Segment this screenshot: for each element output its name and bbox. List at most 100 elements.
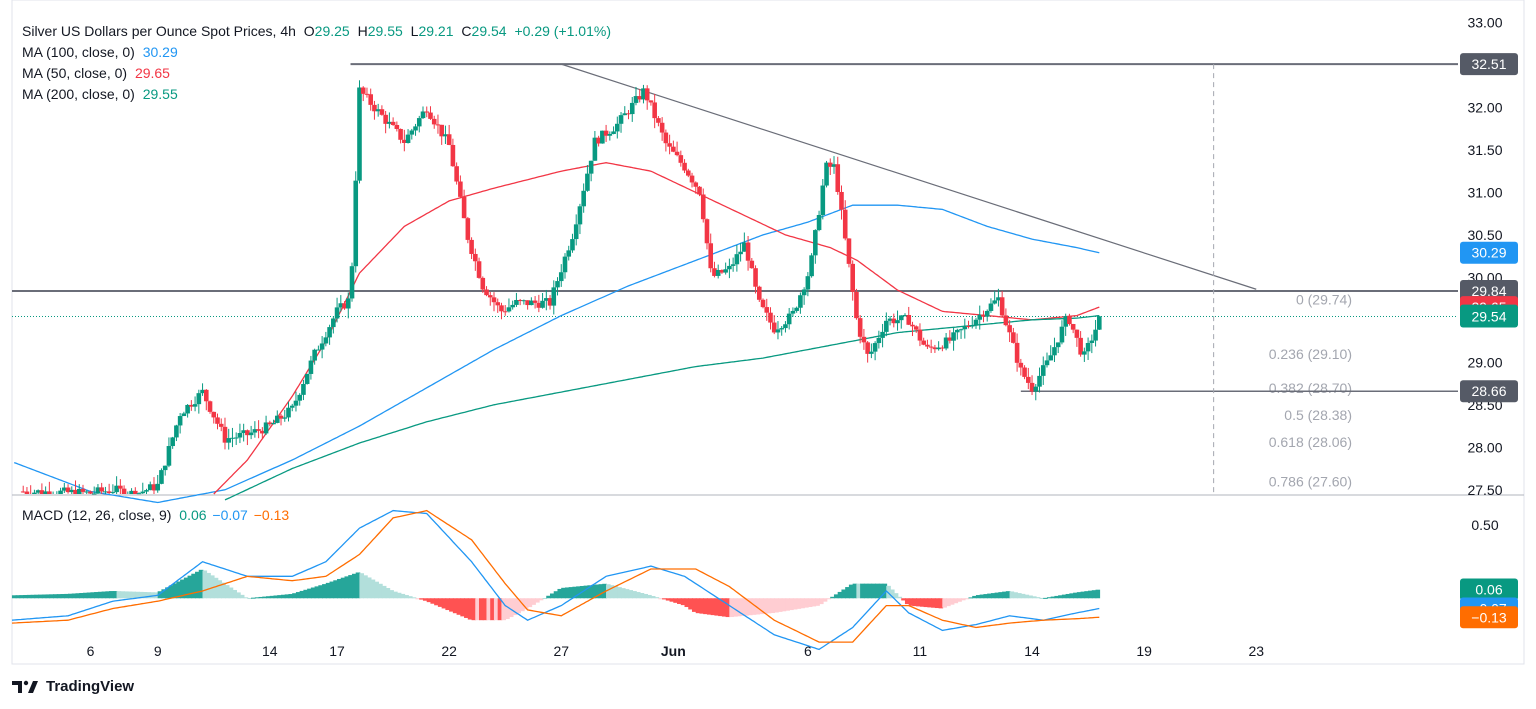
ma100-legend[interactable]: MA (100, close, 0) 30.29 bbox=[22, 43, 182, 61]
candle-body bbox=[839, 191, 844, 210]
tradingview-logo[interactable]: TradingView bbox=[12, 678, 134, 695]
macd-histogram-bar bbox=[437, 598, 443, 607]
macd-histogram-bar bbox=[587, 585, 592, 599]
candle-body bbox=[491, 297, 497, 303]
macd-histogram-bar bbox=[124, 591, 129, 599]
candle-body bbox=[898, 315, 904, 321]
candle-body bbox=[955, 329, 960, 333]
macd-histogram-bar bbox=[142, 592, 148, 599]
candle-body bbox=[129, 490, 134, 494]
candle-body bbox=[293, 400, 299, 406]
macd-histogram-bar bbox=[628, 590, 634, 599]
macd-histogram-bar bbox=[299, 590, 305, 599]
price-label-text: 28.66 bbox=[1471, 383, 1506, 399]
macd-histogram-bar bbox=[370, 579, 376, 599]
macd-histogram-bar bbox=[669, 598, 675, 602]
candle-body bbox=[936, 347, 941, 350]
macd-histogram-bar bbox=[867, 583, 873, 599]
candle-body bbox=[480, 277, 486, 290]
macd-histogram-bar bbox=[904, 598, 910, 605]
candle-body bbox=[316, 349, 321, 351]
candle-body bbox=[106, 491, 112, 494]
macd-histogram-bar bbox=[415, 598, 421, 600]
candle-body bbox=[809, 255, 814, 277]
macd-histogram-bar bbox=[430, 598, 436, 604]
macd-histogram-bar bbox=[381, 585, 387, 599]
macd-histogram-bar bbox=[213, 577, 219, 599]
chart-grid bbox=[11, 0, 1525, 665]
macd-histogram-bar bbox=[893, 593, 899, 599]
time-axis[interactable]: 6 9 14 17 22 27 Jun 6 11 14 19 23 bbox=[87, 643, 1265, 659]
price-axis[interactable]: 33.0032.5032.0031.5031.0030.5030.0029.50… bbox=[1460, 14, 1518, 629]
candle-body bbox=[484, 289, 489, 296]
macd-histogram-bar bbox=[258, 596, 264, 599]
candle-body bbox=[1033, 386, 1039, 392]
candle-body bbox=[727, 265, 732, 270]
macd-value-label-text: 0.06 bbox=[1475, 581, 1502, 597]
horizontal-lines[interactable] bbox=[12, 63, 1458, 494]
candle-body bbox=[47, 491, 52, 494]
candle-body bbox=[413, 126, 418, 131]
price-label[interactable]: 28.66 bbox=[1460, 380, 1518, 403]
candle-body bbox=[144, 490, 149, 492]
macd-histogram-bar bbox=[1024, 594, 1030, 599]
candle-body bbox=[779, 328, 785, 330]
macd-histogram-bar bbox=[815, 598, 820, 606]
candle-body bbox=[607, 133, 613, 136]
price-label-text: 32.51 bbox=[1471, 56, 1506, 72]
macd-histogram-bar bbox=[1088, 590, 1093, 599]
macd-histogram-bar bbox=[553, 591, 559, 599]
macd-histogram-bar bbox=[303, 589, 308, 599]
price-label[interactable]: 32.51 bbox=[1460, 53, 1518, 76]
candle-body bbox=[969, 325, 975, 327]
ma200-legend[interactable]: MA (200, close, 0) 29.55 bbox=[22, 85, 182, 103]
candle-body bbox=[103, 491, 108, 493]
macd-value-label[interactable]: −0.13 bbox=[1460, 606, 1518, 629]
macd-histogram-bar bbox=[538, 598, 544, 601]
price-label[interactable]: 29.54 bbox=[1460, 305, 1518, 328]
time-tick-label: 17 bbox=[329, 643, 345, 659]
macd-histogram-bar bbox=[471, 598, 477, 621]
macd-histogram-bar bbox=[960, 598, 966, 601]
candle-body bbox=[73, 489, 78, 494]
macd-histogram-bar bbox=[1073, 592, 1078, 599]
candle-body bbox=[925, 344, 930, 347]
candle-body bbox=[566, 250, 572, 257]
macd-histogram-bar bbox=[172, 583, 178, 599]
macd-histogram-bar bbox=[195, 571, 200, 599]
candle-body bbox=[869, 351, 874, 354]
candle-body bbox=[581, 190, 586, 207]
macd-histogram-bar bbox=[15, 595, 21, 599]
price-label[interactable]: 30.29 bbox=[1460, 241, 1518, 264]
candle-body bbox=[506, 307, 512, 312]
candle-body bbox=[771, 322, 777, 333]
chart-frame bbox=[11, 0, 1525, 665]
macd-histogram-bar bbox=[411, 597, 417, 599]
macd-histogram-bar bbox=[512, 598, 518, 616]
candle-body bbox=[420, 111, 426, 119]
macd-histogram-bar bbox=[150, 592, 155, 599]
macd-histogram-bar bbox=[295, 592, 301, 599]
candle-body bbox=[629, 102, 635, 115]
candle-body bbox=[345, 298, 351, 309]
ma50-legend[interactable]: MA (50, close, 0) 29.65 bbox=[22, 64, 174, 82]
candle-body bbox=[230, 437, 235, 439]
symbol-title[interactable]: Silver US Dollars per Ounce Spot Prices,… bbox=[22, 23, 296, 39]
candle-body bbox=[185, 404, 190, 414]
macd-histogram-bar bbox=[400, 593, 406, 599]
candle-body bbox=[712, 268, 717, 276]
candle-body bbox=[573, 224, 579, 240]
macd-legend[interactable]: MACD (12, 26, close, 9) 0.06 −0.07 −0.13 bbox=[22, 506, 293, 524]
candle-body bbox=[910, 324, 915, 327]
candle-body bbox=[263, 422, 269, 434]
macd-histogram-bar bbox=[721, 598, 727, 617]
candle-body bbox=[854, 291, 859, 319]
candle-body bbox=[1014, 342, 1020, 363]
price-label-box bbox=[1460, 380, 1518, 403]
candle-body bbox=[1018, 362, 1024, 368]
macd-value-label[interactable]: 0.06 bbox=[1460, 578, 1518, 601]
candle-body bbox=[80, 488, 86, 492]
macd-histogram-bar bbox=[942, 598, 947, 608]
macd-histogram-bar bbox=[1076, 592, 1082, 599]
